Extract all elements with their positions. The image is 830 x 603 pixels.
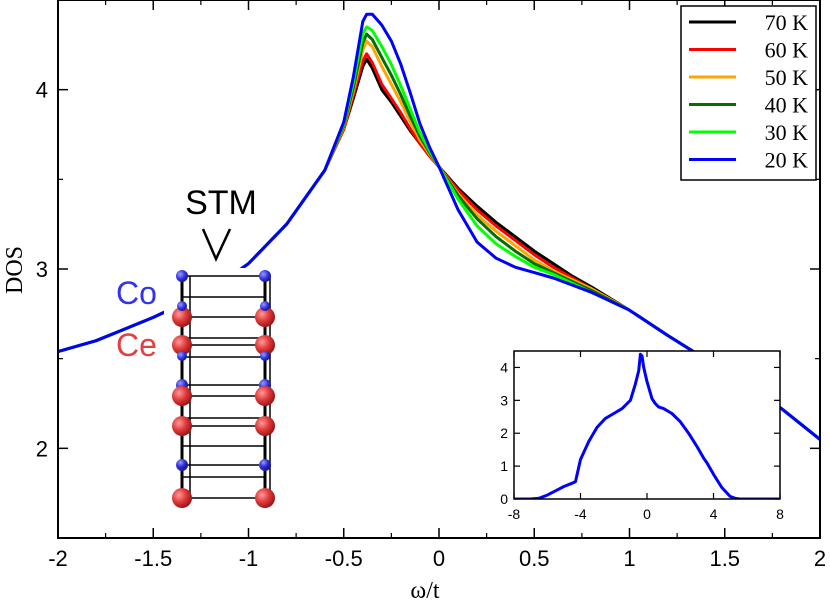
inset-y-tick-label: 1 bbox=[500, 458, 508, 474]
ce-atom bbox=[255, 335, 275, 355]
co-atom bbox=[259, 270, 271, 282]
legend-label: 50 K bbox=[765, 65, 809, 90]
ce-atom bbox=[172, 335, 192, 355]
series-line-20k bbox=[58, 12, 820, 441]
ce-atom bbox=[255, 386, 275, 406]
ce-atom bbox=[255, 488, 275, 508]
crystal-structure-illustration: STM Co Ce bbox=[116, 184, 286, 520]
x-tick-label: 0.5 bbox=[519, 546, 550, 571]
inset-x-tick-label: 8 bbox=[776, 506, 784, 522]
inset-series-line bbox=[514, 352, 780, 499]
x-axis-label: ω/t bbox=[410, 578, 439, 603]
co-atom bbox=[176, 270, 188, 282]
x-tick-label: 1 bbox=[623, 546, 635, 571]
x-tick-label: 0 bbox=[433, 546, 445, 571]
inset-x-tick-label: 4 bbox=[710, 506, 718, 522]
stm-tip-icon bbox=[201, 228, 232, 263]
co-atom bbox=[177, 351, 187, 361]
ce-label: Ce bbox=[116, 327, 157, 363]
x-tick-label: -0.5 bbox=[325, 546, 363, 571]
ce-atom bbox=[255, 416, 275, 436]
inset-x-tick-label: -8 bbox=[508, 506, 521, 522]
inset-x-tick-label: 0 bbox=[643, 506, 651, 522]
legend-label: 40 K bbox=[765, 93, 809, 118]
y-axis-label: DOS bbox=[2, 246, 28, 294]
co-atom bbox=[177, 301, 187, 311]
x-tick-label: -1.5 bbox=[134, 546, 172, 571]
co-atom bbox=[260, 459, 270, 469]
ce-atom bbox=[172, 416, 192, 436]
legend: 70 K 60 K50 K 40 K30 K 20 K bbox=[680, 5, 817, 181]
co-atom bbox=[177, 459, 187, 469]
co-label: Co bbox=[116, 275, 157, 311]
legend-label: 70 K bbox=[765, 10, 809, 35]
stm-label: STM bbox=[185, 184, 257, 222]
co-atom bbox=[260, 301, 270, 311]
x-tick-label: -1 bbox=[239, 546, 259, 571]
ce-atom bbox=[172, 307, 192, 327]
y-tick-label: 4 bbox=[36, 78, 48, 103]
ce-atom bbox=[172, 488, 192, 508]
x-tick-label: -2 bbox=[48, 546, 68, 571]
ce-atom bbox=[255, 307, 275, 327]
inset-y-tick-label: 3 bbox=[500, 392, 508, 408]
legend-label: 20 K bbox=[765, 148, 809, 173]
inset-y-tick-label: 0 bbox=[500, 491, 508, 507]
inset-y-tick-label: 2 bbox=[500, 425, 508, 441]
ce-atom bbox=[172, 386, 192, 406]
x-tick-label: 1.5 bbox=[709, 546, 740, 571]
legend-label: 30 K bbox=[765, 120, 809, 145]
y-tick-label: 3 bbox=[36, 257, 48, 282]
inset-y-tick-label: 4 bbox=[500, 359, 508, 375]
inset-plot: -8 -4 0 4 8 0 1 2 3 4 bbox=[500, 350, 784, 522]
inset-x-tick-label: -4 bbox=[574, 506, 587, 522]
legend-box bbox=[680, 5, 817, 181]
legend-label: 60 K bbox=[765, 38, 809, 63]
x-tick-label: 2 bbox=[814, 546, 826, 571]
co-atom bbox=[260, 351, 270, 361]
y-tick-label: 2 bbox=[36, 436, 48, 461]
